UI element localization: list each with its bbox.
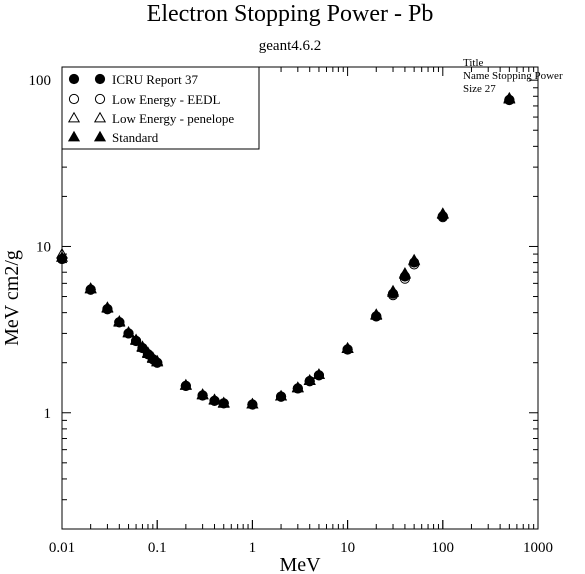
stats-line-title: Title bbox=[463, 57, 484, 69]
legend-marker-eedl bbox=[94, 93, 106, 105]
point-standard bbox=[55, 251, 69, 262]
y-tick-label: 1 bbox=[44, 406, 52, 422]
legend-marker-penelope bbox=[93, 111, 107, 123]
point-standard bbox=[408, 254, 421, 266]
point-standard bbox=[312, 368, 326, 379]
legend-markers bbox=[67, 73, 107, 142]
point-standard bbox=[141, 347, 155, 358]
data-points bbox=[55, 91, 516, 410]
point-standard bbox=[136, 341, 149, 352]
point-standard bbox=[196, 388, 209, 400]
legend-label-penelope: Low Energy - penelope bbox=[112, 111, 234, 126]
legend-marker-icru bbox=[94, 73, 106, 85]
legend-label-standard: Standard bbox=[112, 130, 159, 145]
stats-box: Title Name Stopping Power Size 27 bbox=[463, 57, 563, 95]
legend-marker-eedl bbox=[68, 93, 80, 105]
point-standard bbox=[436, 208, 449, 219]
point-standard bbox=[291, 381, 304, 393]
legend-marker-icru bbox=[68, 73, 80, 85]
y-axis-label: MeV cm2/g bbox=[1, 250, 23, 346]
x-tick-label: 1 bbox=[249, 540, 257, 556]
legend-marker-standard bbox=[67, 130, 81, 142]
point-standard bbox=[84, 282, 97, 294]
point-standard bbox=[208, 393, 221, 405]
x-tick-label: 10 bbox=[340, 540, 355, 556]
point-standard bbox=[246, 397, 259, 409]
plot-frame bbox=[61, 66, 539, 530]
point-standard bbox=[274, 389, 288, 401]
stats-line-size: Size 27 bbox=[463, 83, 496, 95]
point-standard bbox=[130, 334, 143, 345]
x-tick-label: 0.1 bbox=[148, 540, 167, 556]
legend-label-eedl: Low Energy - EEDL bbox=[112, 92, 220, 107]
legend-marker-standard bbox=[93, 130, 107, 142]
x-tick-label: 100 bbox=[432, 540, 455, 556]
legend-frame bbox=[61, 66, 260, 150]
x-axis-label: MeV bbox=[279, 554, 321, 574]
point-standard bbox=[386, 286, 400, 297]
point-standard bbox=[179, 379, 192, 390]
point-standard bbox=[113, 316, 126, 327]
chart-title: Electron Stopping Power - Pb bbox=[147, 1, 434, 27]
point-standard bbox=[122, 326, 135, 338]
point-standard bbox=[217, 397, 230, 408]
point-standard bbox=[503, 92, 516, 104]
y-tick-label: 100 bbox=[29, 73, 52, 89]
x-tick-label: 1000 bbox=[523, 540, 553, 556]
legend: ICRU Report 37 Low Energy - EEDL Low Ene… bbox=[61, 66, 260, 150]
legend-marker-penelope bbox=[67, 111, 81, 123]
point-standard bbox=[398, 268, 411, 279]
point-standard bbox=[341, 342, 354, 354]
x-tick-label: 0.01 bbox=[49, 540, 75, 556]
point-standard bbox=[101, 302, 114, 313]
point-standard bbox=[303, 374, 316, 386]
legend-label-icru: ICRU Report 37 bbox=[112, 72, 198, 87]
point-standard bbox=[151, 355, 164, 367]
y-tick-label: 10 bbox=[36, 239, 51, 255]
stats-line-name: Name Stopping Power bbox=[463, 70, 563, 82]
chart-subtitle: geant4.6.2 bbox=[259, 38, 321, 54]
point-standard bbox=[370, 309, 383, 320]
